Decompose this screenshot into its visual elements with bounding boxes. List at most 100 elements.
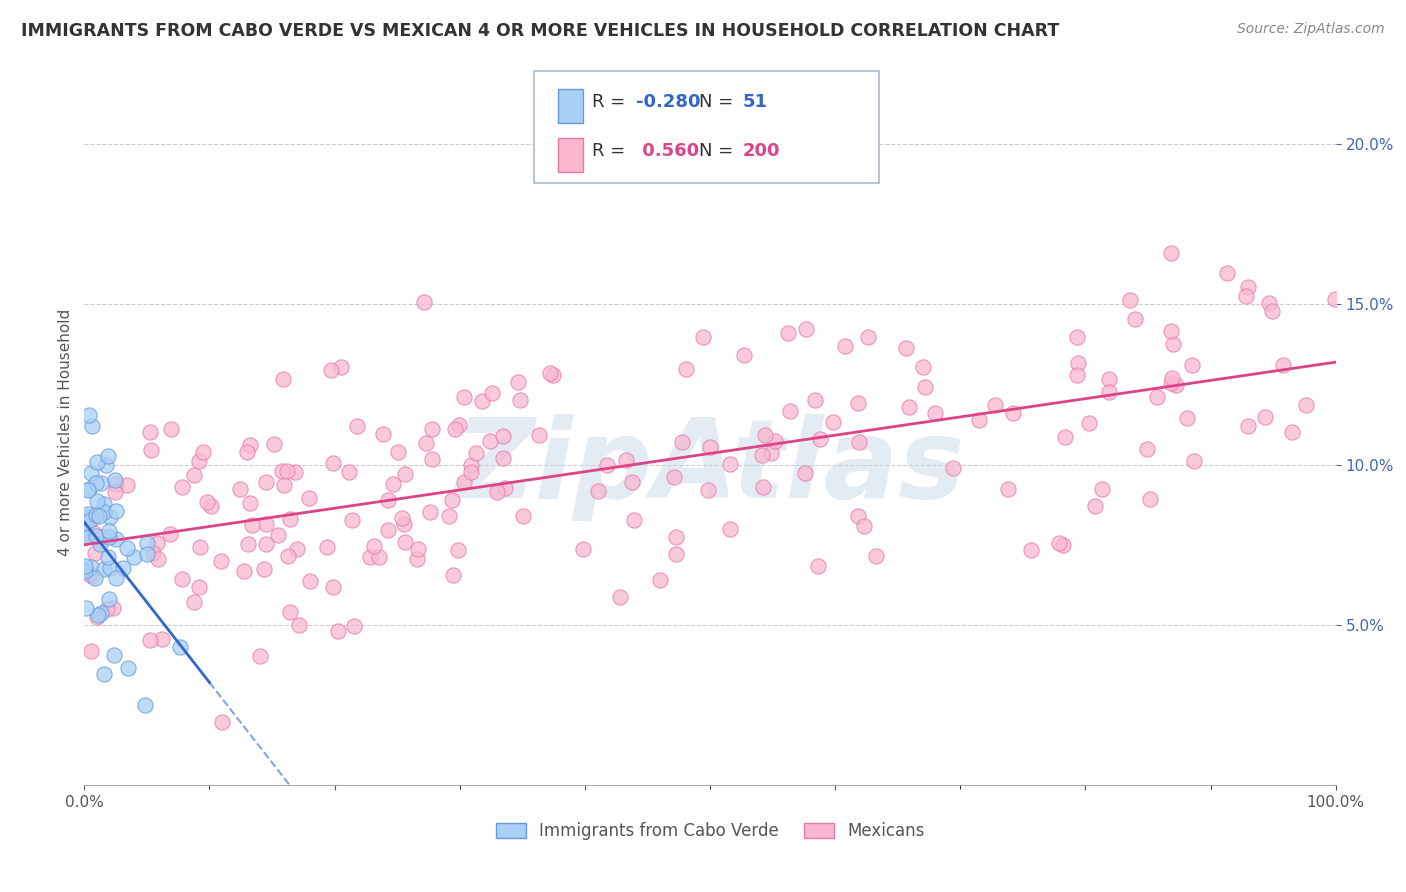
Point [793,466,815,480]
Point [86,494,108,508]
Point [86,610,108,624]
Point [80,643,103,657]
Point [479,434,502,448]
Point [1234,289,1257,303]
Point [104,474,127,488]
Point [492,429,515,443]
Point [1123,312,1146,326]
Point [897,401,920,415]
Point [80,467,103,481]
Point [87,509,110,524]
Point [572,542,595,557]
Point [1066,368,1088,382]
Point [183,595,205,609]
Point [89,537,111,551]
Point [697,483,720,497]
Text: 51: 51 [742,93,768,112]
Point [229,482,252,496]
Point [808,432,831,446]
Point [159,527,181,541]
Point [98,509,121,524]
Point [200,499,222,513]
Point [447,543,470,558]
Point [77,566,100,581]
Point [1215,266,1237,280]
Point [117,661,139,675]
Point [541,368,564,383]
Point [856,330,879,344]
Point [90,475,112,490]
Point [1261,304,1284,318]
Point [236,445,259,459]
Text: 0.560: 0.560 [636,143,699,161]
Point [183,468,205,483]
Point [377,523,399,537]
Point [75,601,97,615]
Text: 200: 200 [742,143,780,161]
Point [73,529,96,543]
Point [506,375,529,389]
Point [328,624,350,638]
Point [512,509,534,524]
Text: ZipAtlas: ZipAtlas [454,415,966,521]
Point [1160,246,1182,260]
Point [1182,454,1205,468]
Point [464,445,486,459]
Point [97,592,120,607]
Point [491,451,513,466]
Point [648,573,671,587]
Point [73,564,96,578]
Point [1054,430,1077,444]
Point [86,454,108,468]
Point [254,516,277,531]
Point [97,530,120,544]
Point [169,640,191,654]
Point [104,477,127,491]
Point [188,453,211,467]
Point [441,567,464,582]
Point [138,425,160,440]
Point [406,542,429,557]
Point [718,522,741,536]
Point [834,339,856,353]
Point [278,512,301,526]
Point [195,495,218,509]
Point [83,525,105,540]
Point [77,408,100,422]
Point [337,466,360,480]
Point [359,550,381,565]
Point [122,550,145,565]
Point [394,467,416,482]
Point [485,484,508,499]
Point [373,427,395,442]
Point [276,464,298,478]
Point [80,569,103,583]
Point [1136,442,1159,456]
Point [254,475,277,490]
Point [254,537,277,551]
Point [134,698,156,712]
Point [391,511,413,525]
Point [412,295,434,310]
Point [77,507,100,521]
Point [664,469,686,483]
Point [329,360,352,375]
Point [527,428,550,442]
Point [343,619,366,633]
Point [103,648,125,662]
Point [471,394,494,409]
Point [509,393,531,408]
Point [104,532,127,546]
Point [447,418,470,433]
Point [91,530,114,544]
Point [271,372,294,386]
Point [614,453,637,467]
Point [146,551,169,566]
Point [316,541,339,555]
Point [98,561,121,575]
Point [1160,370,1182,384]
Text: Source: ZipAtlas.com: Source: ZipAtlas.com [1237,22,1385,37]
Point [1098,372,1121,386]
Point [846,508,869,523]
Point [287,617,309,632]
